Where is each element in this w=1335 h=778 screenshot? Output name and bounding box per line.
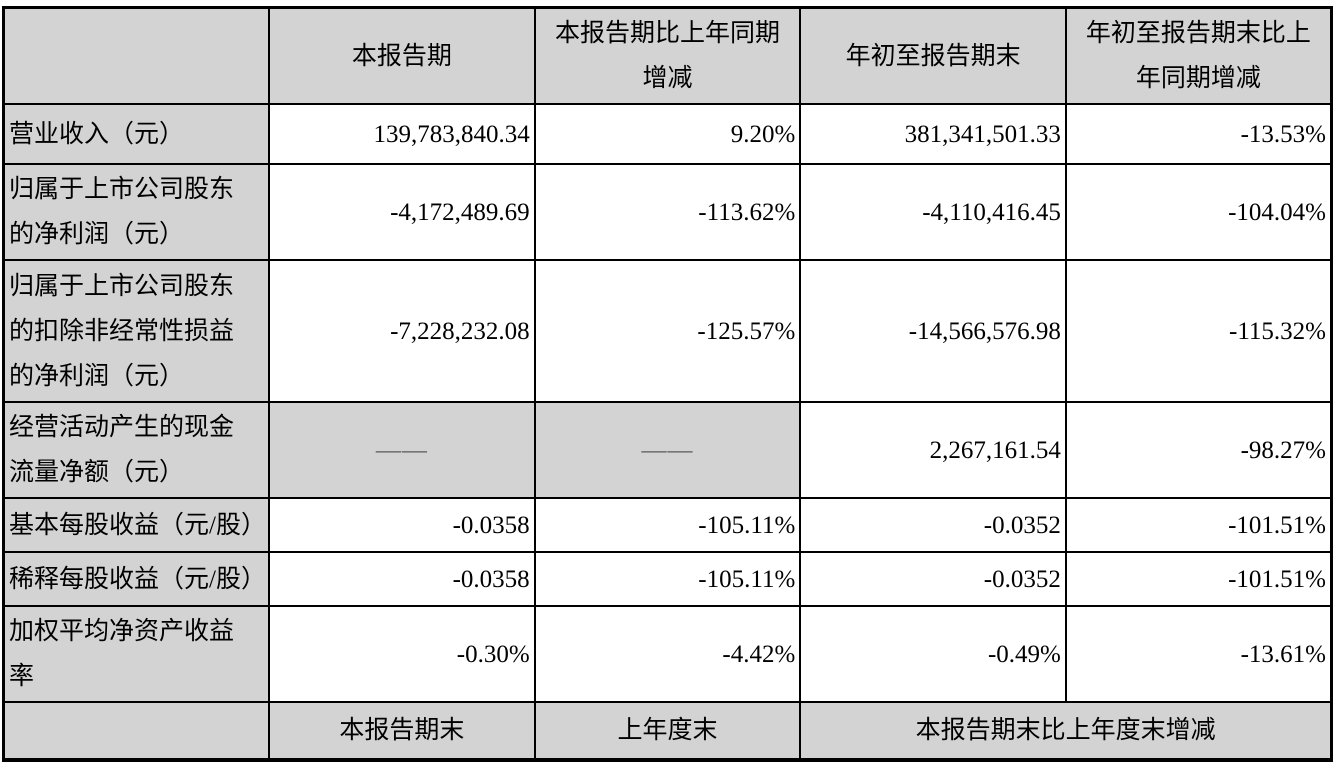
basic-eps-ytd-yoy: -101.51% <box>1064 497 1333 553</box>
row-label-basic-eps: 基本每股收益（元/股） <box>2 497 271 553</box>
operating-revenue-current-period-yoy: 9.20% <box>533 103 802 165</box>
row-label-net-profit-excl-nonrecurring: 归属于上市公司股东 的扣除非经常性损益 的净利润（元） <box>2 259 271 403</box>
net-profit-ytd-yoy: -104.04% <box>1064 163 1333 261</box>
financial-summary-table: 本报告期 本报告期比上年同期 增减 年初至报告期末 年初至报告期末比上 年同期增… <box>2 6 1333 762</box>
table-row-basic-eps: 基本每股收益（元/股） -0.0358 -105.11% -0.0352 -10… <box>2 497 1333 553</box>
net-profit-excl-nonrecurring-ytd: -14,566,576.98 <box>799 259 1067 403</box>
weighted-avg-roe-ytd: -0.49% <box>799 605 1067 703</box>
table-row-operating-revenue: 营业收入（元） 139,783,840.34 9.20% 381,341,501… <box>2 103 1333 165</box>
diluted-eps-current-period: -0.0358 <box>268 551 536 607</box>
operating-cash-flow-current-period-dash: —— <box>268 401 536 499</box>
net-profit-excl-nonrecurring-current-period: -7,228,232.08 <box>268 259 536 403</box>
weighted-avg-roe-current-period-yoy: -4.42% <box>533 605 802 703</box>
footer-change-vs-prior-year-end: 本报告期末比上年度末增减 <box>799 701 1333 761</box>
row-label-weighted-avg-roe: 加权平均净资产收益 率 <box>2 605 271 703</box>
table-row-net-profit-attributable: 归属于上市公司股东 的净利润（元） -4,172,489.69 -113.62%… <box>2 163 1333 261</box>
operating-cash-flow-current-period-yoy-dash: —— <box>533 401 802 499</box>
weighted-avg-roe-ytd-yoy: -13.61% <box>1064 605 1333 703</box>
net-profit-current-period-yoy: -113.62% <box>533 163 802 261</box>
table-row-operating-cash-flow: 经营活动产生的现金 流量净额（元） —— —— 2,267,161.54 -98… <box>2 401 1333 499</box>
net-profit-excl-nonrecurring-current-period-yoy: -125.57% <box>533 259 802 403</box>
operating-revenue-ytd: 381,341,501.33 <box>799 103 1067 165</box>
header-current-period-yoy-change: 本报告期比上年同期 增减 <box>533 6 802 105</box>
footer-corner-cell <box>2 701 271 761</box>
net-profit-excl-nonrecurring-ytd-yoy: -115.32% <box>1064 259 1333 403</box>
header-ytd: 年初至报告期末 <box>799 6 1067 105</box>
table-row-weighted-avg-roe: 加权平均净资产收益 率 -0.30% -4.42% -0.49% -13.61% <box>2 605 1333 703</box>
footer-current-period-end: 本报告期末 <box>268 701 536 761</box>
header-ytd-yoy-change: 年初至报告期末比上 年同期增减 <box>1064 6 1333 105</box>
diluted-eps-current-period-yoy: -105.11% <box>533 551 802 607</box>
header-row: 本报告期 本报告期比上年同期 增减 年初至报告期末 年初至报告期末比上 年同期增… <box>2 6 1333 105</box>
net-profit-ytd: -4,110,416.45 <box>799 163 1067 261</box>
operating-revenue-ytd-yoy: -13.53% <box>1064 103 1333 165</box>
diluted-eps-ytd-yoy: -101.51% <box>1064 551 1333 607</box>
row-label-operating-cash-flow: 经营活动产生的现金 流量净额（元） <box>2 401 271 499</box>
footer-row: 本报告期末 上年度末 本报告期末比上年度末增减 <box>2 701 1333 761</box>
basic-eps-current-period-yoy: -105.11% <box>533 497 802 553</box>
table-row-diluted-eps: 稀释每股收益（元/股） -0.0358 -105.11% -0.0352 -10… <box>2 551 1333 607</box>
row-label-net-profit-attributable: 归属于上市公司股东 的净利润（元） <box>2 163 271 261</box>
row-label-diluted-eps: 稀释每股收益（元/股） <box>2 551 271 607</box>
diluted-eps-ytd: -0.0352 <box>799 551 1067 607</box>
row-label-operating-revenue: 营业收入（元） <box>2 103 271 165</box>
footer-prior-year-end: 上年度末 <box>533 701 802 761</box>
basic-eps-current-period: -0.0358 <box>268 497 536 553</box>
table-row-net-profit-excl-nonrecurring: 归属于上市公司股东 的扣除非经常性损益 的净利润（元） -7,228,232.0… <box>2 259 1333 403</box>
weighted-avg-roe-current-period: -0.30% <box>268 605 536 703</box>
operating-cash-flow-ytd: 2,267,161.54 <box>799 401 1067 499</box>
net-profit-current-period: -4,172,489.69 <box>268 163 536 261</box>
operating-cash-flow-ytd-yoy: -98.27% <box>1064 401 1333 499</box>
header-corner-cell <box>2 6 271 105</box>
header-current-period: 本报告期 <box>268 6 536 105</box>
operating-revenue-current-period: 139,783,840.34 <box>268 103 536 165</box>
basic-eps-ytd: -0.0352 <box>799 497 1067 553</box>
